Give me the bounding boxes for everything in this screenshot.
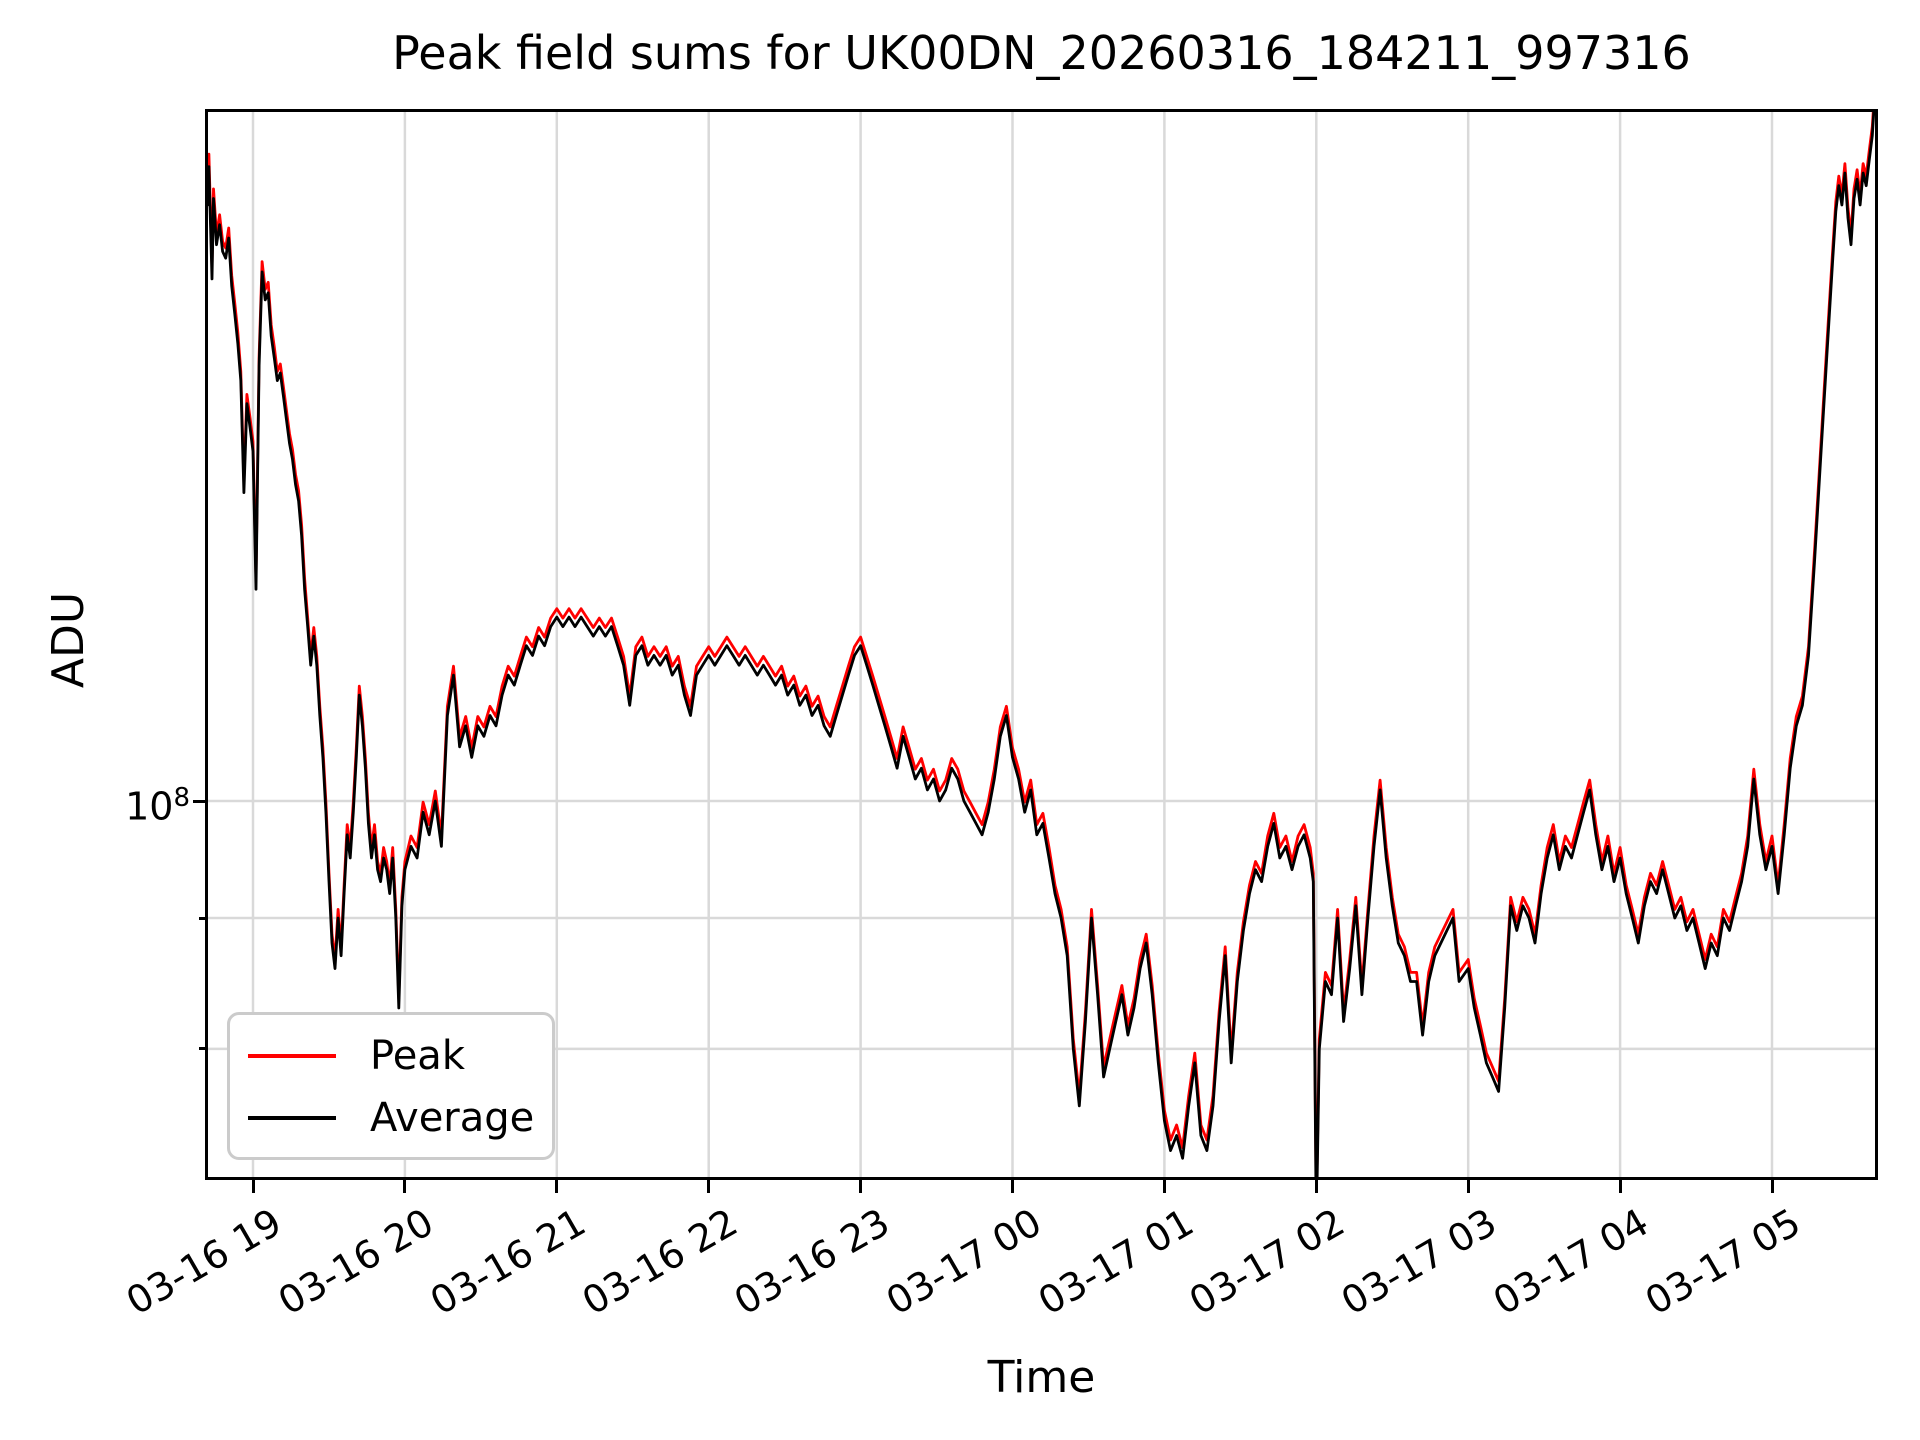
chart-title: Peak field sums for UK00DN_20260316_1842… xyxy=(392,26,1691,80)
x-tick-label: 03-16 22 xyxy=(574,1200,745,1324)
y-minor-tick-mark xyxy=(199,1047,206,1051)
x-tick-mark xyxy=(1314,1180,1318,1193)
x-tick-label: 03-17 03 xyxy=(1334,1200,1505,1324)
average-line-swatch xyxy=(248,1116,336,1120)
plot-area xyxy=(205,109,1878,1180)
legend-entry-average: Average xyxy=(230,1087,552,1149)
x-tick-mark xyxy=(555,1180,559,1193)
x-tick-mark xyxy=(1162,1180,1166,1193)
y-axis-label: ADU xyxy=(43,591,94,689)
x-tick-mark xyxy=(403,1180,407,1193)
x-tick-mark xyxy=(859,1180,863,1193)
x-tick-label: 03-16 19 xyxy=(119,1200,290,1324)
x-tick-mark xyxy=(1618,1180,1622,1193)
y-major-tick-mark xyxy=(193,799,206,803)
x-tick-mark xyxy=(1770,1180,1774,1193)
x-tick-mark xyxy=(1011,1180,1014,1193)
legend-label-average: Average xyxy=(370,1095,535,1141)
y-major-tick-label: 108 xyxy=(125,783,190,829)
legend: Peak Average xyxy=(227,1012,555,1160)
x-tick-mark xyxy=(707,1180,711,1193)
legend-entry-peak: Peak xyxy=(230,1025,552,1087)
x-tick-mark xyxy=(251,1180,255,1193)
legend-label-peak: Peak xyxy=(370,1033,465,1079)
x-tick-label: 03-16 20 xyxy=(270,1200,441,1324)
x-tick-label: 03-16 23 xyxy=(726,1200,897,1324)
average-series-line xyxy=(208,112,1875,1177)
x-tick-label: 03-16 21 xyxy=(422,1200,593,1324)
x-tick-mark xyxy=(1466,1180,1470,1193)
y-minor-tick-mark xyxy=(199,916,206,920)
x-tick-label: 03-17 01 xyxy=(1030,1200,1201,1324)
x-tick-label: 03-17 00 xyxy=(878,1200,1049,1324)
x-tick-label: 03-17 05 xyxy=(1638,1200,1808,1324)
peak-line-swatch xyxy=(248,1054,336,1058)
x-axis-label: Time xyxy=(987,1352,1096,1403)
x-tick-label: 03-17 02 xyxy=(1182,1200,1353,1324)
x-tick-label: 03-17 04 xyxy=(1486,1200,1657,1324)
